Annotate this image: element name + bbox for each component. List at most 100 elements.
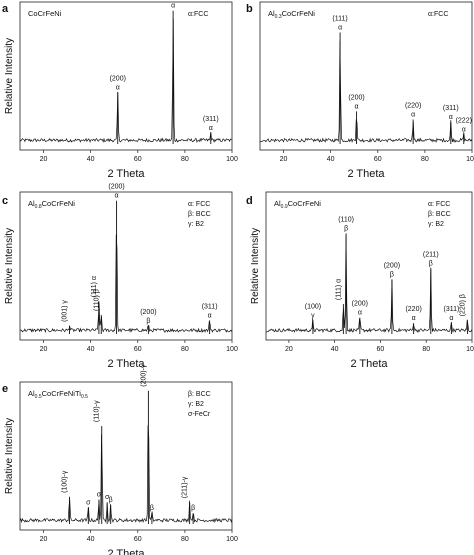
peak-label: α [358,310,362,317]
y-axis-label: Relative Intensity [4,228,15,304]
x-tick-label: 40 [327,156,335,163]
panel-e: e 20 40 60 80 100 2 Theta Relative Intensity Al0… [2,364,238,555]
peak-label: β [146,318,150,325]
peak-label: (200) [384,263,400,270]
x-tick-label: 40 [87,536,95,543]
peak-label: (220) [405,103,421,110]
peak-label: (100)-γ [61,470,68,493]
legend-entry: γ: B2 [188,221,204,228]
peak-label: β [429,261,433,268]
plot-frame [19,381,233,531]
x-axis-label: 2 Theta [107,168,145,180]
peak-label: α [449,114,453,121]
peak-label: α [338,24,342,31]
x-tick-label: 20 [280,156,288,163]
peak-label: (211)-γ [182,476,189,498]
peak-label: σ [86,500,91,507]
y-axis-label: Relative Intensity [4,38,15,114]
peak-label: (110) β [93,289,100,311]
legend-entry: α: FCC [428,201,450,208]
chart-title: Al0.5CoCrFeNiTi0.5 [28,389,88,400]
peak-label: (200)-γ [140,364,147,387]
spectrum-line [259,40,473,143]
peak-label: β [109,497,113,504]
plot-frame [265,191,473,341]
peak-label: (110) [338,216,354,223]
peak-label: (311) [443,105,459,112]
panel-c: c 20 40 60 80 100 2 Theta Relative Intensity Al0… [2,184,238,370]
peak-label: (100) [305,303,321,310]
legend-entry: α:FCC [428,11,448,18]
x-tick-label: 80 [421,156,429,163]
peak-label: β [344,225,348,232]
chart-title: Al0.3CoCrFeNi [268,9,315,20]
peak-label: (111) α [91,276,98,297]
peak-label: α [115,193,119,200]
peak-label: (111) α [335,279,342,300]
x-tick-label: 20 [40,156,48,163]
peak-label: (110)-γ [94,400,101,422]
peak-label: σ [105,494,110,501]
peak-label: (200) [108,184,124,191]
peak-label: (211) [423,252,439,259]
panel-letter: a [2,3,9,15]
legend-entry: β: BCC [188,391,211,398]
peak-label: (311) [202,303,218,310]
peak-label: (111) [332,15,347,22]
x-tick-label: 100 [466,346,474,353]
peak-label: γ [311,312,315,319]
spectrum-line [19,425,233,524]
peak-label: (222) [456,117,472,124]
x-axis-label: 2 Theta [107,358,145,370]
x-tick-label: 20 [40,346,48,353]
x-tick-label: 20 [40,536,48,543]
chart-title: Al0.9CoCrFeNi [274,199,321,210]
peak-label: (200) [352,301,368,308]
peak-label: α [116,84,120,91]
peak-label: (220) [405,306,421,313]
x-tick-label: 80 [422,346,430,353]
panel-letter: c [2,195,8,207]
legend-entry: γ: B2 [428,221,444,228]
x-tick-label: 100 [226,346,238,353]
peak-label: β [150,505,154,512]
x-tick-label: 60 [134,156,142,163]
spectrum-line [19,18,233,143]
panel-d: d 20 40 60 80 100 2 Theta Relative Intensity Al0… [246,191,474,370]
y-axis-label: Relative Intensity [250,228,261,304]
x-axis-label: 2 Theta [347,168,385,180]
x-tick-label: 60 [377,346,385,353]
x-tick-label: 40 [87,346,95,353]
panel-b: b 20 40 60 80 100 2 Theta Al0.3CoCrFeNi α:FCC (11… [246,1,474,180]
peak-label: β [191,505,195,512]
peak-label: α [449,315,453,322]
peak-label: α [209,125,213,132]
peak-label: (200) [110,75,126,82]
peak-label: (200) [140,309,156,316]
panel-a: a 20 40 60 80 100 2 Theta Relative Intensity CoC… [2,0,238,180]
peak-label: (220) β [459,294,466,316]
spectrum-line [265,235,473,334]
x-tick-label: 60 [374,156,382,163]
plot-frame [19,191,233,341]
x-axis-label: 2 Theta [107,548,145,555]
peak-label: (311) [203,116,219,123]
legend-entry: γ: B2 [188,401,204,408]
chart-title: CoCrFeNi [28,9,62,18]
panel-letter: e [2,383,8,395]
peak-label: α [208,312,212,319]
x-tick-label: 100 [226,156,238,163]
plot-frame [259,1,473,151]
peak-label: σ [97,492,102,499]
peak-label: α [412,315,416,322]
legend-entry: α:FCC [188,11,208,18]
plot-frame [19,1,233,151]
peak-label: β [390,272,394,279]
x-tick-label: 40 [331,346,339,353]
x-tick-label: 80 [181,346,189,353]
peak-label: (311) [443,306,459,313]
panel-letter: b [246,3,253,15]
peak-label: α [462,126,466,133]
x-tick-label: 60 [134,536,142,543]
